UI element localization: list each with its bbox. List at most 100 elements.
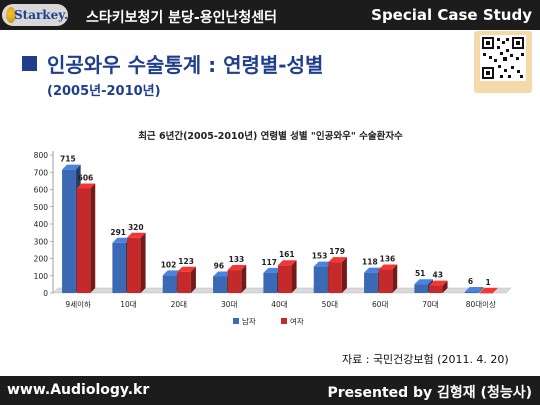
y-tick-label: 700 [34, 168, 49, 177]
x-tick-label: 50대 [322, 300, 339, 309]
data-label: 96 [214, 261, 224, 270]
x-tick-label: 60대 [372, 300, 389, 309]
data-label: 118 [362, 258, 378, 267]
bar-side-female [492, 287, 498, 293]
bar-top-male [364, 267, 383, 273]
bar-female [277, 265, 292, 293]
data-label: 51 [415, 269, 425, 278]
bar-female [479, 292, 493, 294]
bar-male [313, 266, 328, 293]
bar-female [378, 269, 393, 293]
legend-swatch-female [281, 318, 287, 324]
bar-side-female [90, 183, 96, 293]
bar-top-female [126, 232, 146, 238]
bar-top-female [328, 257, 347, 263]
chart-title: 최근 6년간(2005-2010년) 연령별 성별 "인공와우" 수술환자수 [138, 130, 403, 142]
legend-label-male: 남자 [242, 317, 256, 326]
data-label: 179 [329, 247, 345, 256]
bar-side-female [241, 265, 247, 293]
y-tick-label: 600 [34, 186, 49, 195]
bar-top-male [313, 261, 333, 267]
bar-female [126, 237, 141, 293]
data-label: 320 [128, 223, 144, 232]
x-tick-label: 9세이하 [65, 299, 91, 309]
bar-top-female [277, 260, 297, 266]
y-tick-label: 800 [34, 151, 49, 160]
data-label: 133 [229, 255, 245, 264]
bar-top-female [76, 183, 96, 189]
legend-swatch-male [233, 318, 239, 324]
bar-top-female [227, 265, 247, 271]
y-tick-label: 100 [34, 272, 49, 281]
bar-side-female [140, 232, 146, 293]
bar-female [428, 285, 443, 293]
bar-male [112, 242, 126, 293]
y-tick-label: 500 [34, 203, 49, 212]
bar-male [162, 275, 177, 293]
x-tick-label: 20대 [171, 300, 188, 309]
data-label: 291 [110, 228, 126, 237]
data-label: 153 [312, 252, 328, 261]
chart-frame: 최근 6년간(2005-2010년) 연령별 성별 "인공와우" 수술환자수 0 1… [28, 125, 513, 335]
bar-top-male [162, 270, 182, 276]
bar-top-female [479, 287, 498, 293]
bar-top-female [428, 280, 448, 286]
x-tick-label: 80대이상 [466, 299, 496, 309]
data-label: 117 [261, 258, 277, 267]
bar-top-male [263, 267, 282, 273]
bar-male [62, 169, 76, 293]
bar-female [227, 270, 242, 293]
x-tick-label: 10대 [120, 300, 137, 309]
bar-side-female [341, 257, 347, 293]
data-label: 123 [178, 257, 194, 266]
bar-female [328, 262, 342, 293]
bar-male [213, 276, 227, 293]
bar-male [263, 272, 277, 293]
y-tick-label: 0 [43, 289, 48, 298]
x-tick-label: 40대 [271, 300, 288, 309]
heading-text: 인공와우 수술통계 : 연령별-성별 [47, 53, 324, 77]
footer-bar: www.Audiology.kr Presented by 김형재 (청능사) [0, 376, 540, 405]
bar-side-female [291, 260, 297, 293]
data-label: 606 [78, 173, 94, 182]
bar-female [177, 271, 191, 293]
bar-top-male [414, 279, 433, 285]
center-title: 스타키보청기 분당-용인난청센터 [86, 10, 278, 26]
bar-side-female [190, 266, 196, 293]
bar-male [364, 272, 378, 293]
starkey-logo: Starkey. [2, 4, 68, 26]
y-tick-label: 300 [34, 237, 49, 246]
bar-top-male [464, 286, 484, 292]
bar-side-female [442, 280, 448, 293]
qr-code-icon [474, 31, 532, 93]
presenter-credit: Presented by 김형재 (청능사) [327, 385, 532, 401]
data-label: 715 [60, 155, 76, 164]
x-tick-label: 30대 [221, 300, 238, 309]
logo-mark-icon [6, 7, 16, 23]
bar-female [76, 188, 91, 293]
case-study-title: Special Case Study [371, 6, 532, 24]
data-label: 1 [486, 278, 491, 287]
bar-top-male [112, 237, 131, 243]
data-label: 136 [380, 255, 396, 264]
age-gender-bar-chart: 최근 6년간(2005-2010년) 연령별 성별 "인공와우" 수술환자수 0 1… [34, 130, 512, 326]
bar-male [464, 291, 479, 293]
bar-side-female [392, 264, 398, 293]
bar-side-male [478, 286, 484, 293]
y-tick-label: 200 [34, 255, 49, 264]
logo-text: Starkey. [14, 8, 69, 22]
header-bar: Starkey. 스타키보청기 분당-용인난청센터 Special Case S… [0, 0, 540, 30]
bar-top-male [213, 271, 232, 277]
y-tick-label: 400 [34, 220, 49, 229]
bar-top-female [378, 264, 398, 270]
x-tick-label: 70대 [422, 300, 439, 309]
data-label: 161 [279, 250, 295, 259]
qr-code-pattern [480, 35, 526, 81]
bar-top-female [177, 266, 196, 272]
slide-heading: 인공와우 수술통계 : 연령별-성별 [22, 49, 323, 78]
data-label: 6 [468, 277, 473, 286]
legend-label-female: 여자 [290, 316, 304, 326]
website-link[interactable]: www.Audiology.kr [7, 382, 150, 398]
bar-top-male [62, 164, 81, 170]
bullet-square-icon [22, 56, 37, 71]
